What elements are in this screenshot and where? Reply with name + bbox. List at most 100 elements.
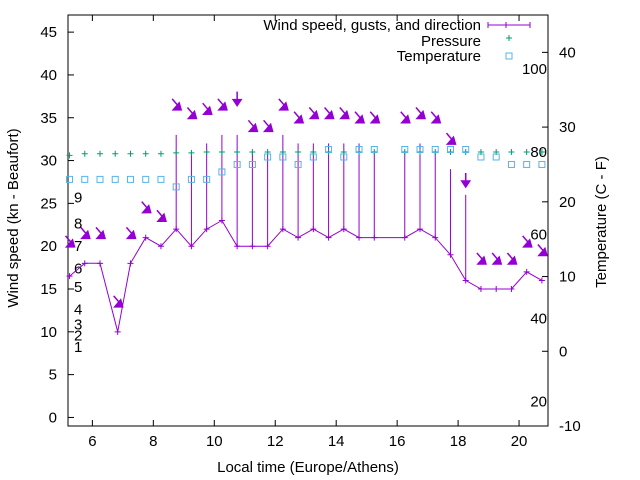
temperature-point [81,175,89,183]
wind-direction-arrow [430,111,442,124]
fahrenheit-label: 60 [530,227,547,244]
y-axis-title: Wind speed (kn - Beaufort) [5,128,22,307]
wind-speed-point [173,226,180,233]
y2-tick-label: 40 [559,44,576,61]
wind-direction-arrow [186,106,198,120]
x-tick-label: 18 [450,433,467,450]
y-tick-label: 0 [49,409,57,426]
wind-speed-point [371,234,378,241]
temperature-point [294,160,302,168]
pressure-point [188,149,195,156]
temperature-point [172,183,180,191]
wind-speed-point [249,243,256,250]
pressure-point [432,149,439,155]
x-tick-label: 16 [389,433,406,450]
wind-speed-point [310,226,317,233]
pressure-point [523,149,530,155]
wind-speed-point [462,277,469,284]
wind-direction-arrow [247,119,259,133]
wind-direction-arrow [476,252,487,265]
pressure-point [97,150,103,157]
temperature-point [325,146,333,154]
wind-direction-arrow [202,102,213,115]
legend-sample-pressure [506,35,512,41]
wind-direction-arrow [113,295,124,308]
temperature-point [507,160,515,168]
y-tick-label: 5 [49,367,57,384]
legend-sample-temperature [505,52,513,60]
y-tick-label: 45 [40,24,57,41]
beaufort-label: 7 [74,238,82,255]
wind-speed-point [325,234,332,241]
legend-label-pressure: Pressure [421,33,481,50]
pressure-point [157,150,164,157]
temperature-point [523,160,531,168]
temperature-point [187,175,195,183]
beaufort-label: 5 [74,279,82,296]
wind-direction-arrow [141,201,152,214]
x-tick-label: 20 [511,433,528,450]
legend-label-temperature: Temperature [397,48,481,65]
beaufort-label: 4 [74,301,82,318]
temperature-point [111,175,119,183]
temperature-point [416,146,424,154]
pressure-point [508,149,515,155]
temperature-point [66,175,74,183]
wind-direction-arrow [293,111,305,124]
pressure-point [234,149,241,155]
pressure-point [538,149,545,155]
wind-speed-point [81,260,88,267]
x-axis-title: Local time (Europe/Athens) [217,459,399,476]
temperature-point [446,146,454,154]
wind-speed-point [97,260,103,267]
temperature-point [96,175,104,183]
pressure-point [112,150,119,157]
temperature-point [157,175,165,183]
pressure-point [81,150,88,157]
wind-direction-arrow [323,106,335,120]
pressure-point [401,149,408,155]
y2-tick-label: 30 [559,119,576,136]
y-tick-label: 35 [40,110,57,127]
wind-direction-arrow [231,91,243,107]
wind-speed-point [188,243,195,250]
wind-speed-point [295,234,302,241]
pressure-point [218,149,225,155]
temperature-point [370,146,378,154]
x-tick-label: 12 [267,433,284,450]
temperature-point [279,153,287,161]
pressure-point [417,149,423,155]
y-tick-label: 40 [40,67,57,84]
pressure-point [371,149,378,155]
wind-speed-point [523,268,530,275]
wind-direction-arrow [80,226,91,240]
temperature-point [309,153,317,161]
wind-speed-point [432,234,439,241]
wind-direction-arrow [125,226,137,240]
wind-speed-point [264,243,271,250]
wind-speed-point [279,226,286,233]
wind-speed-point [508,286,515,292]
x-tick-label: 8 [149,433,157,450]
legend-label-wind: Wind speed, gusts, and direction [263,17,481,34]
wind-direction-arrow [278,98,289,111]
pressure-point [462,149,469,155]
pressure-point [249,149,256,155]
pressure-point [127,150,134,157]
wind-direction-arrow [522,235,533,248]
wind-speed-point [203,226,210,233]
wind-direction-arrow [491,252,503,265]
wind-speed-point [417,226,423,233]
temperature-point [431,146,439,154]
fahrenheit-label: 100 [522,61,547,78]
temperature-point [462,146,470,154]
fahrenheit-label: 80 [530,144,547,161]
wind-direction-arrow [415,106,426,120]
temperature-point [492,153,500,161]
pressure-point [295,149,302,155]
wind-direction-arrow [445,132,457,145]
wind-speed-point [477,286,484,292]
y-tick-label: 25 [40,195,57,212]
